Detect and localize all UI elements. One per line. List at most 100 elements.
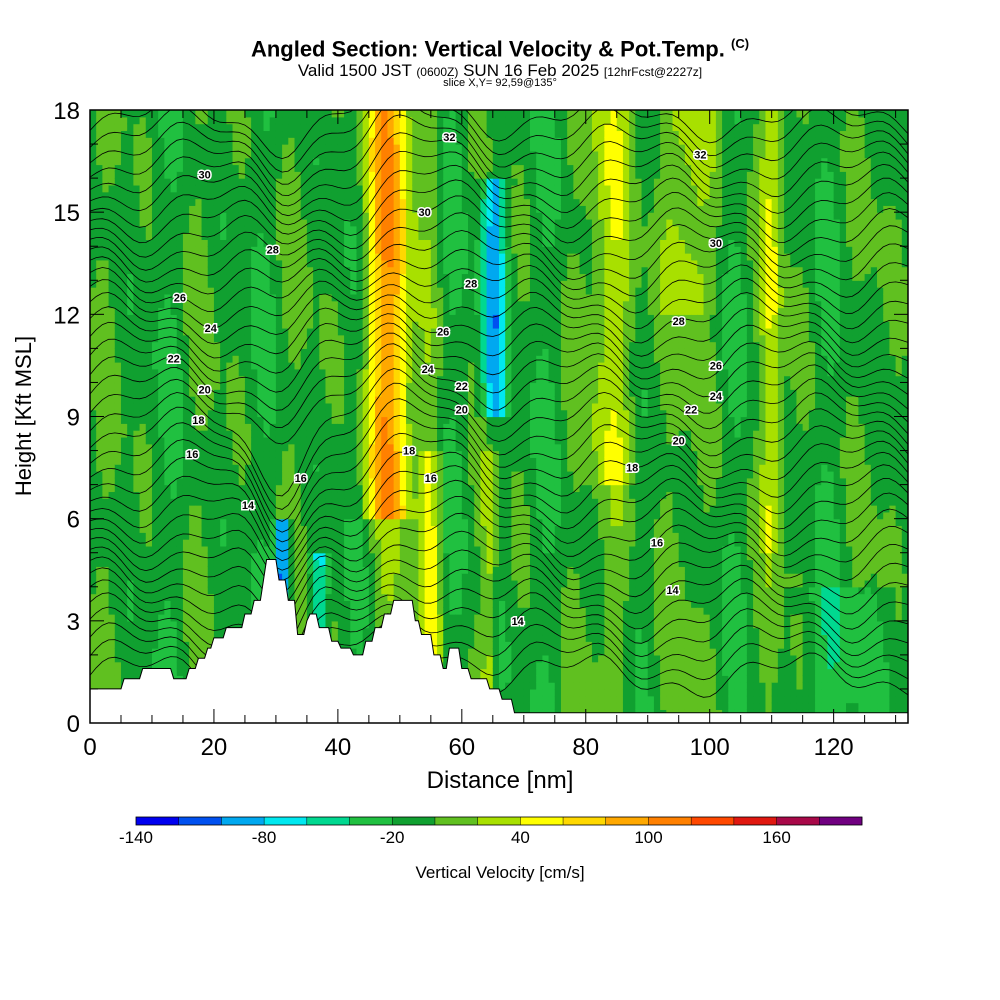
field-cell xyxy=(158,259,165,268)
field-cell xyxy=(288,498,296,506)
field-cell xyxy=(337,273,345,281)
field-cell xyxy=(189,334,196,343)
field-cell xyxy=(114,539,122,547)
field-cell xyxy=(158,184,165,193)
field-cell xyxy=(120,382,128,390)
field-cell xyxy=(213,341,221,349)
field-cell xyxy=(226,573,234,581)
field-cell xyxy=(294,191,302,200)
field-cell xyxy=(139,321,147,329)
field-cell xyxy=(412,498,420,506)
field-cell xyxy=(406,396,413,404)
field-cell xyxy=(418,150,426,159)
field-cell xyxy=(325,321,333,329)
field-cell xyxy=(350,273,358,281)
field-cell xyxy=(269,280,277,288)
field-cell xyxy=(145,600,153,608)
field-cell xyxy=(257,389,265,397)
field-cell xyxy=(108,484,116,493)
field-cell xyxy=(393,348,401,356)
field-cell xyxy=(120,287,128,295)
field-cell xyxy=(412,450,420,458)
field-cell xyxy=(375,593,382,601)
field-cell xyxy=(176,477,184,486)
field-cell xyxy=(412,164,420,172)
field-cell xyxy=(356,423,364,431)
field-cell xyxy=(151,334,159,343)
field-cell xyxy=(114,368,122,377)
field-cell xyxy=(244,389,252,397)
field-cell xyxy=(108,545,116,554)
field-cell xyxy=(189,273,196,281)
field-cell xyxy=(288,218,296,227)
field-cell xyxy=(424,150,432,159)
field-cell xyxy=(96,178,103,186)
field-cell xyxy=(257,239,265,247)
field-cell xyxy=(170,375,178,384)
field-cell xyxy=(263,423,271,431)
field-cell xyxy=(418,266,426,275)
field-cell xyxy=(362,443,370,452)
field-cell xyxy=(412,334,420,343)
field-cell xyxy=(430,518,438,527)
field-cell xyxy=(393,334,401,343)
field-cell xyxy=(406,293,413,302)
field-cell xyxy=(120,484,128,493)
field-cell xyxy=(313,416,320,424)
field-cell xyxy=(344,464,351,472)
field-cell xyxy=(275,110,283,118)
field-cell xyxy=(164,246,172,254)
field-cell xyxy=(424,402,432,411)
field-cell xyxy=(300,307,308,315)
field-cell xyxy=(362,198,370,206)
field-cell xyxy=(158,137,165,145)
field-cell xyxy=(257,409,265,418)
field-cell xyxy=(362,368,370,377)
field-cell xyxy=(108,157,116,166)
field-cell xyxy=(313,239,320,247)
field-cell xyxy=(368,620,376,629)
field-cell xyxy=(368,232,376,241)
field-cell xyxy=(257,532,265,540)
field-cell xyxy=(368,362,376,370)
field-cell xyxy=(368,198,376,206)
field-cell xyxy=(319,205,327,213)
field-cell xyxy=(96,654,103,663)
field-cell xyxy=(344,144,351,152)
field-cell xyxy=(362,225,370,234)
field-cell xyxy=(114,327,122,336)
field-cell xyxy=(344,341,351,349)
field-cell xyxy=(96,198,103,206)
field-cell xyxy=(182,307,190,315)
field-cell xyxy=(189,362,196,370)
field-cell xyxy=(375,293,382,302)
field-cell xyxy=(381,293,389,302)
field-cell xyxy=(220,620,227,629)
field-cell xyxy=(207,614,215,622)
field-cell xyxy=(294,259,302,268)
field-cell xyxy=(158,123,165,132)
field-cell xyxy=(418,566,426,574)
field-cell xyxy=(164,641,172,649)
field-cell xyxy=(207,552,215,561)
field-cell xyxy=(294,307,302,315)
field-cell xyxy=(300,116,308,125)
field-cell xyxy=(207,511,215,520)
field-cell xyxy=(90,321,97,329)
field-cell xyxy=(189,484,196,493)
field-cell xyxy=(325,450,333,458)
field-cell xyxy=(170,362,178,370)
field-cell xyxy=(294,518,302,527)
field-cell xyxy=(344,573,351,581)
field-cell xyxy=(362,627,370,636)
field-cell xyxy=(232,443,240,452)
field-cell xyxy=(244,314,252,322)
field-cell xyxy=(325,144,333,152)
field-cell xyxy=(306,532,314,540)
field-cell xyxy=(406,348,413,356)
field-cell xyxy=(176,641,184,649)
field-cell xyxy=(393,144,401,152)
field-cell xyxy=(319,293,327,302)
field-cell xyxy=(331,559,339,567)
field-cell xyxy=(176,198,184,206)
